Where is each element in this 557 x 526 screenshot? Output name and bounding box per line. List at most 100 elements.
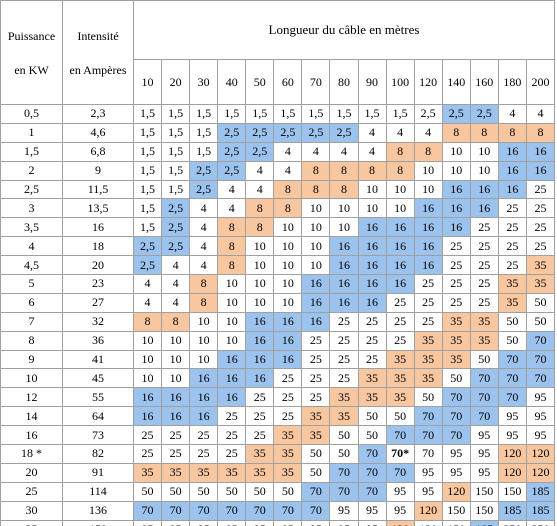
section-cell: 35 bbox=[497, 292, 527, 313]
current-cell: 4,6 bbox=[62, 122, 134, 143]
section-cell: 25 bbox=[385, 292, 415, 313]
section-cell: 70 bbox=[413, 425, 443, 446]
section-cell: 16 bbox=[413, 217, 443, 238]
length-header: 50 bbox=[245, 59, 275, 105]
power-cell: 30 bbox=[0, 500, 63, 521]
section-cell: 16 bbox=[525, 141, 556, 162]
section-cell: 1,5 bbox=[301, 104, 331, 124]
section-cell: 25 bbox=[301, 349, 331, 370]
section-cell: 1,5 bbox=[385, 104, 415, 124]
section-cell: 4 bbox=[161, 292, 191, 313]
section-cell: 10 bbox=[469, 160, 499, 181]
section-cell: 35 bbox=[357, 387, 387, 408]
section-cell: 4 bbox=[189, 217, 219, 238]
table-row: 7 32 8 8 10 10 16 16 16 25 25 25 25 35 35 50 50 bbox=[0, 311, 556, 332]
section-cell: 95 bbox=[245, 519, 275, 526]
length-title: Longueur du câble en mètres bbox=[133, 0, 555, 60]
section-cell: 25 bbox=[329, 368, 359, 389]
section-cell: 25 bbox=[273, 368, 303, 389]
section-cell: 1,5 bbox=[189, 104, 219, 124]
section-cell: 10 bbox=[385, 198, 415, 219]
current-cell: 9 bbox=[62, 160, 134, 181]
section-cell: 95 bbox=[413, 481, 443, 502]
section-cell: 35 bbox=[469, 330, 499, 351]
table-row: 18 * 82 25 25 25 25 35 35 50 50 70 70* 70 95 95 120 120 bbox=[0, 444, 556, 464]
section-cell: 16 bbox=[357, 217, 387, 238]
current-cell: 159 bbox=[62, 519, 134, 526]
section-cell: 150 bbox=[497, 481, 527, 502]
section-cell: 50 bbox=[301, 444, 331, 464]
section-cell: 4 bbox=[189, 255, 219, 276]
section-cell: 2,5 bbox=[189, 179, 219, 200]
table-row: 6 27 4 4 8 10 10 10 16 16 16 25 25 25 25 35 50 bbox=[0, 292, 556, 313]
section-cell: 8 bbox=[189, 274, 219, 294]
section-cell: 120 bbox=[525, 444, 556, 464]
section-cell: 25 bbox=[385, 330, 415, 351]
table-row: 12 55 16 16 16 16 25 25 25 35 35 35 50 70 70 70 95 bbox=[0, 387, 556, 408]
section-cell: 25 bbox=[469, 292, 499, 313]
section-cell: 8 bbox=[273, 179, 303, 200]
section-cell: 35 bbox=[413, 368, 443, 389]
section-cell: 10 bbox=[301, 236, 331, 257]
section-cell: 10 bbox=[132, 349, 163, 370]
section-cell: 50 bbox=[385, 406, 415, 427]
section-cell: 16 bbox=[245, 349, 275, 370]
section-cell: 10 bbox=[189, 311, 219, 332]
section-cell: 25 bbox=[497, 236, 527, 257]
section-cell: 16 bbox=[497, 160, 527, 181]
section-cell: 8 bbox=[385, 141, 415, 162]
section-cell: 50 bbox=[525, 292, 556, 313]
section-cell: 35 bbox=[273, 425, 303, 446]
length-header: 100 bbox=[385, 59, 415, 105]
section-cell: 35 bbox=[413, 349, 443, 370]
table-row: 0,5 2,3 1,5 1,5 1,5 1,5 1,5 1,5 1,5 1,5 1,5 1,5 2,5 2… bbox=[0, 104, 556, 124]
section-cell: 4 bbox=[161, 274, 191, 294]
section-cell: 10 bbox=[301, 198, 331, 219]
section-cell: 95 bbox=[385, 481, 415, 502]
length-header: 60 bbox=[273, 59, 303, 105]
section-cell: 8 bbox=[441, 122, 471, 143]
section-cell: 1,5 bbox=[161, 179, 191, 200]
section-cell: 16 bbox=[385, 236, 415, 257]
section-cell: 95 bbox=[469, 425, 499, 446]
section-cell: 4 bbox=[189, 236, 219, 257]
section-cell: 16 bbox=[357, 236, 387, 257]
section-cell: 95 bbox=[357, 519, 387, 526]
section-cell: 8 bbox=[357, 160, 387, 181]
section-cell: 35 bbox=[385, 349, 415, 370]
section-cell: 16 bbox=[132, 406, 163, 427]
length-header: 70 bbox=[301, 59, 331, 105]
current-cell: 16 bbox=[62, 217, 134, 238]
table-row: 30 136 70 70 70 70 70 70 70 95 95 95 120 150 150 185 185 bbox=[0, 500, 556, 521]
section-cell: 70 bbox=[357, 444, 387, 464]
table-row: 4,5 20 2,5 4 4 8 10 10 10 16 16 16 16 25 25 25 35 bbox=[0, 255, 556, 276]
section-cell: 16 bbox=[413, 255, 443, 276]
section-cell: 25 bbox=[273, 406, 303, 427]
section-cell: 4 bbox=[217, 198, 247, 219]
section-cell: 70 bbox=[441, 406, 471, 427]
section-cell: 50 bbox=[497, 330, 527, 351]
section-cell: 1,5 bbox=[245, 104, 275, 124]
section-cell: 25 bbox=[329, 349, 359, 370]
section-cell: 2,5 bbox=[441, 104, 471, 124]
section-cell: 1,5 bbox=[161, 104, 191, 124]
section-cell: 16 bbox=[273, 349, 303, 370]
section-cell: 16 bbox=[161, 387, 191, 408]
current-cell: 13,5 bbox=[62, 198, 134, 219]
section-cell: 4 bbox=[132, 274, 163, 294]
section-cell: 25 bbox=[441, 274, 471, 294]
section-cell: 25 bbox=[469, 255, 499, 276]
section-cell: 50 bbox=[245, 481, 275, 502]
section-cell: 70 bbox=[497, 387, 527, 408]
power-cell: 20 bbox=[0, 462, 63, 483]
section-cell: 70 bbox=[441, 387, 471, 408]
section-cell: 35 bbox=[217, 462, 247, 483]
section-cell: 2,5 bbox=[329, 122, 359, 143]
power-cell: 2,5 bbox=[0, 179, 63, 200]
table-row: 16 73 25 25 25 25 25 35 35 50 50 70 70 70 95 95 95 bbox=[0, 425, 556, 446]
power-cell: 10 bbox=[0, 368, 63, 389]
section-cell: 4 bbox=[385, 122, 415, 143]
section-cell: 16 bbox=[413, 198, 443, 219]
header-text: Intensité bbox=[77, 28, 119, 43]
section-cell: 2,5 bbox=[273, 122, 303, 143]
